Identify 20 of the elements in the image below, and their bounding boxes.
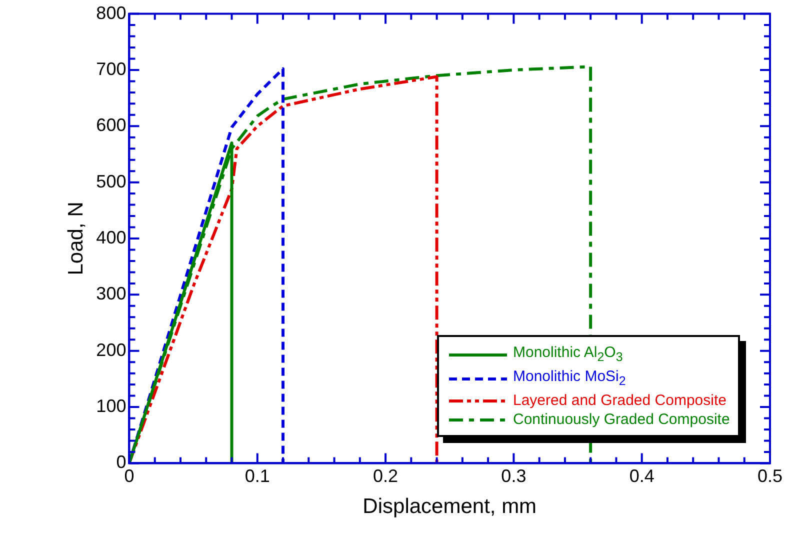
- legend-label: Monolithic Al$_{2}$O$_{3}$: [513, 343, 623, 366]
- x-tick-label: 0.4: [629, 466, 654, 486]
- y-tick-label: 400: [96, 227, 126, 248]
- legend-label: Monolithic MoSi$_{2}$: [513, 367, 626, 390]
- y-tick-label: 100: [96, 396, 126, 416]
- x-tick-label: 0.2: [373, 466, 398, 486]
- y-tick-label: 0: [116, 452, 126, 472]
- legend-label: Continuously Graded Composite: [513, 410, 730, 430]
- y-tick-label: 700: [96, 58, 126, 79]
- y-tick-label: 500: [96, 171, 126, 192]
- y-tick-label: 200: [96, 340, 126, 360]
- x-tick-label: 0.3: [501, 466, 526, 486]
- y-tick-label: 800: [96, 2, 126, 23]
- y-tick-label: 600: [96, 115, 126, 136]
- x-tick-label: 0.5: [757, 466, 783, 486]
- legend-label: Layered and Graded Composite: [513, 391, 726, 410]
- y-tick-label: 300: [96, 284, 126, 304]
- x-tick-label: 0.1: [244, 466, 270, 486]
- y-axis-title: Load, N: [64, 202, 88, 276]
- x-axis-title: Displacement, mm: [362, 495, 537, 518]
